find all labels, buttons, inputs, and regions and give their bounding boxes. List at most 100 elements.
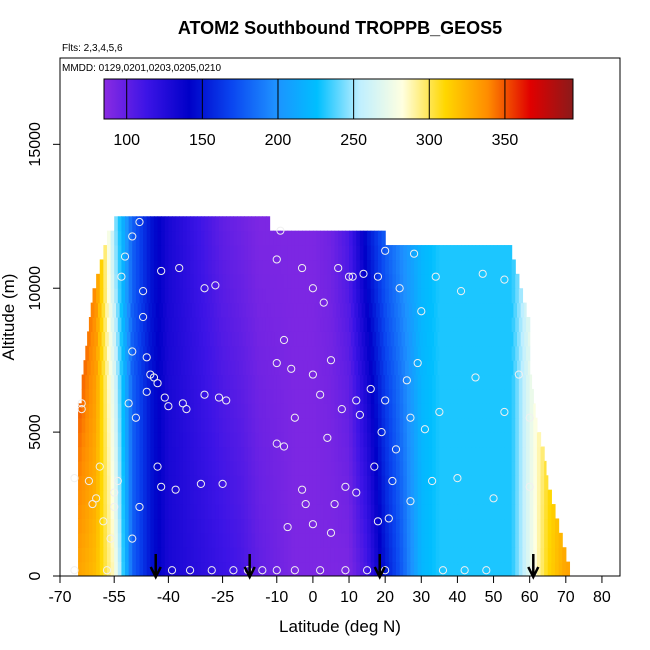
heat-cell — [513, 331, 518, 347]
heat-cell — [522, 317, 527, 332]
heat-cell — [399, 532, 404, 548]
heat-cell — [96, 446, 101, 462]
heat-cell — [294, 475, 300, 491]
heat-cell — [489, 259, 495, 275]
heat-cell — [114, 388, 119, 404]
heat-cell — [338, 245, 343, 261]
heat-cell — [544, 489, 549, 505]
heat-cell — [392, 489, 397, 505]
heat-cell — [226, 475, 231, 491]
heat-cell — [417, 317, 422, 332]
heat-cell — [197, 374, 202, 390]
heat-cell — [493, 432, 498, 448]
heat-cell — [218, 460, 224, 476]
heat-cell — [489, 432, 495, 448]
heat-cell — [338, 345, 343, 361]
heat-cell — [132, 388, 137, 404]
heat-cell — [85, 417, 90, 433]
heat-cell — [175, 288, 180, 304]
heat-cell — [406, 388, 412, 404]
heat-cell — [186, 475, 191, 491]
heat-cell — [215, 374, 220, 390]
heat-cell — [139, 432, 144, 448]
heat-cell — [222, 388, 227, 404]
heat-cell — [327, 403, 332, 419]
heat-cell — [280, 446, 285, 462]
heat-cell — [249, 331, 254, 347]
heat-cell — [363, 230, 368, 246]
heat-cell — [258, 230, 263, 246]
heat-cell — [334, 417, 339, 433]
heat-cell — [442, 460, 448, 476]
heat-cell — [349, 432, 354, 448]
heat-cell — [419, 331, 424, 347]
heat-cell — [262, 216, 267, 232]
heat-cell — [544, 460, 547, 476]
heat-cell — [457, 432, 462, 448]
heat-cell — [323, 259, 328, 275]
heat-cell — [336, 331, 341, 347]
heat-cell — [99, 345, 104, 361]
heat-cell — [482, 532, 487, 548]
heat-cell — [323, 432, 328, 448]
heat-cell — [264, 302, 269, 318]
heat-cell — [475, 475, 480, 491]
heat-cell — [461, 288, 466, 304]
heat-cell — [406, 532, 412, 548]
heat-cell — [504, 561, 509, 576]
heat-cell — [276, 388, 281, 404]
heat-cell — [363, 489, 368, 505]
heat-cell — [229, 388, 235, 404]
heat-cell — [374, 475, 379, 491]
heat-cell — [381, 403, 386, 419]
heat-cell — [428, 446, 433, 462]
heat-cell — [106, 374, 112, 390]
heat-cell — [244, 460, 249, 476]
heat-cell — [349, 504, 354, 520]
heat-cell — [117, 216, 123, 232]
heat-cell — [181, 360, 186, 376]
observation-point — [370, 462, 379, 471]
heat-cell — [453, 518, 459, 534]
observation-point — [326, 528, 336, 537]
heat-cell — [309, 259, 314, 275]
heat-cell — [200, 504, 206, 520]
heat-cell — [367, 518, 372, 534]
heat-cell — [128, 417, 133, 433]
heat-cell — [562, 561, 567, 576]
heat-cell — [114, 288, 119, 304]
heat-cell — [217, 360, 222, 376]
heat-cell — [320, 345, 325, 361]
heat-cell — [175, 504, 180, 520]
heat-cell — [208, 388, 213, 404]
heat-cell — [430, 360, 435, 376]
heat-cell — [471, 273, 477, 289]
heat-cell — [345, 432, 350, 448]
heat-cell — [302, 288, 307, 304]
heat-cell — [432, 432, 437, 448]
heat-cell — [338, 259, 343, 275]
heat-cell — [450, 446, 455, 462]
heat-cell — [399, 345, 404, 361]
heat-cell — [103, 345, 108, 361]
heat-cell — [298, 317, 303, 332]
heat-cell — [410, 561, 415, 576]
heat-cell — [218, 432, 224, 448]
heat-cell — [450, 561, 455, 576]
heat-cell — [121, 446, 126, 462]
heat-cell — [432, 547, 437, 563]
heat-cell — [511, 259, 516, 275]
heat-cell — [106, 518, 112, 534]
heat-cell — [237, 518, 242, 534]
heat-cell — [251, 518, 256, 534]
heat-cell — [439, 288, 444, 304]
heat-cell — [320, 547, 325, 563]
heat-cell — [457, 245, 462, 261]
heat-cell — [125, 317, 130, 332]
observation-point — [352, 488, 361, 497]
heat-cell — [307, 302, 312, 318]
heat-cell — [274, 302, 280, 318]
heat-cell — [247, 388, 253, 404]
heat-cell — [367, 374, 372, 390]
heat-cell — [114, 317, 119, 332]
